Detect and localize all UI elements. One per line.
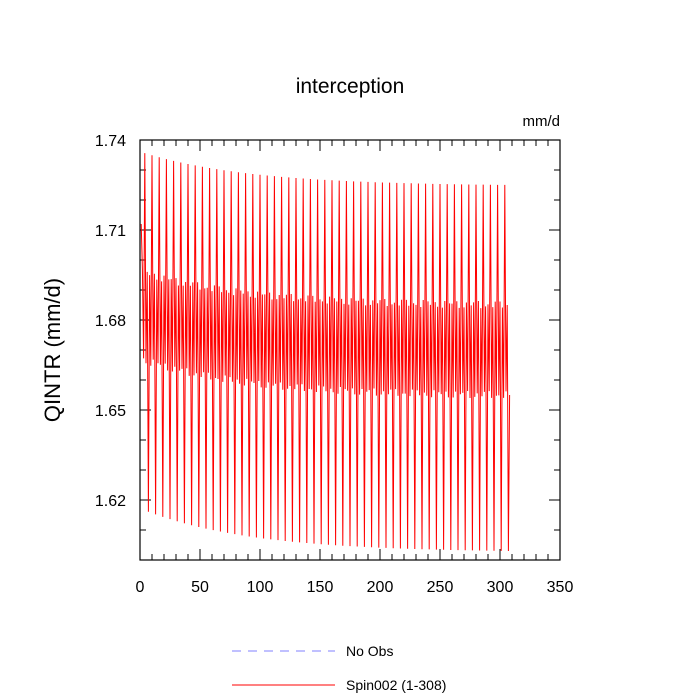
legend-label-no-obs: No Obs bbox=[346, 643, 393, 659]
y-tick-label: 1.62 bbox=[95, 493, 126, 510]
x-tick-label: 0 bbox=[136, 579, 145, 596]
x-tick-label: 300 bbox=[487, 579, 514, 596]
x-tick-label: 200 bbox=[367, 579, 394, 596]
x-tick-label: 250 bbox=[427, 579, 454, 596]
y-tick-label: 1.65 bbox=[95, 403, 126, 420]
y-tick-label: 1.74 bbox=[95, 133, 126, 150]
plot-frame bbox=[139, 139, 561, 561]
x-tick-label: 50 bbox=[191, 579, 209, 596]
x-tick-label: 350 bbox=[547, 579, 574, 596]
series-line-spin002 bbox=[140, 153, 511, 551]
x-tick-label: 150 bbox=[307, 579, 334, 596]
axis-ticks bbox=[139, 139, 561, 561]
chart-title: interception bbox=[296, 75, 405, 98]
units-label: mm/d bbox=[523, 113, 561, 130]
legend: No Obs Spin002 (1-308) bbox=[232, 643, 446, 693]
y-tick-label: 1.68 bbox=[95, 313, 126, 330]
y-axis-label: QINTR (mm/d) bbox=[40, 278, 65, 422]
x-tick-label: 100 bbox=[247, 579, 274, 596]
legend-label-spin002: Spin002 (1-308) bbox=[346, 677, 446, 693]
y-tick-label: 1.71 bbox=[95, 223, 126, 240]
axis-tick-labels: 0 50 100 150 200 250 300 350 1.62 1.65 1.68 1.71 1.7… bbox=[95, 133, 574, 596]
